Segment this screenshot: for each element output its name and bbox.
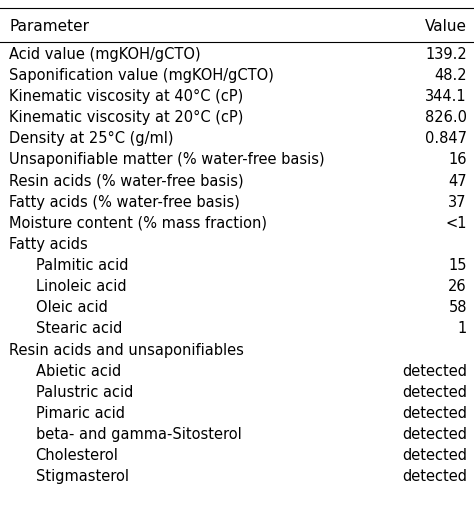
Text: Kinematic viscosity at 40°C (cP): Kinematic viscosity at 40°C (cP) <box>9 89 244 104</box>
Text: 826.0: 826.0 <box>425 110 467 125</box>
Text: 26: 26 <box>448 279 467 294</box>
Text: 0.847: 0.847 <box>425 131 467 146</box>
Text: Palustric acid: Palustric acid <box>36 385 133 400</box>
Text: <1: <1 <box>446 216 467 231</box>
Text: Density at 25°C (g/ml): Density at 25°C (g/ml) <box>9 131 174 147</box>
Text: Parameter: Parameter <box>9 19 90 34</box>
Text: 48.2: 48.2 <box>434 68 467 83</box>
Text: detected: detected <box>402 469 467 484</box>
Text: Linoleic acid: Linoleic acid <box>36 279 126 294</box>
Text: Abietic acid: Abietic acid <box>36 364 121 379</box>
Text: Moisture content (% mass fraction): Moisture content (% mass fraction) <box>9 216 267 231</box>
Text: Acid value (mgKOH/gCTO): Acid value (mgKOH/gCTO) <box>9 47 201 62</box>
Text: 37: 37 <box>448 195 467 210</box>
Text: 139.2: 139.2 <box>425 47 467 62</box>
Text: detected: detected <box>402 427 467 442</box>
Text: 1: 1 <box>457 322 467 336</box>
Text: Fatty acids: Fatty acids <box>9 237 88 252</box>
Text: Value: Value <box>425 19 467 34</box>
Text: Resin acids and unsaponifiables: Resin acids and unsaponifiables <box>9 343 245 357</box>
Text: 344.1: 344.1 <box>425 89 467 104</box>
Text: Oleic acid: Oleic acid <box>36 300 108 315</box>
Text: Stigmasterol: Stigmasterol <box>36 469 128 484</box>
Text: 47: 47 <box>448 174 467 188</box>
Text: Fatty acids (% water-free basis): Fatty acids (% water-free basis) <box>9 195 240 210</box>
Text: Unsaponifiable matter (% water-free basis): Unsaponifiable matter (% water-free basi… <box>9 153 325 167</box>
Text: 16: 16 <box>448 153 467 167</box>
Text: detected: detected <box>402 364 467 379</box>
Text: Kinematic viscosity at 20°C (cP): Kinematic viscosity at 20°C (cP) <box>9 110 244 125</box>
Text: Cholesterol: Cholesterol <box>36 448 118 463</box>
Text: Stearic acid: Stearic acid <box>36 322 122 336</box>
Text: Saponification value (mgKOH/gCTO): Saponification value (mgKOH/gCTO) <box>9 68 274 83</box>
Text: detected: detected <box>402 448 467 463</box>
Text: Palmitic acid: Palmitic acid <box>36 258 128 273</box>
Text: Pimaric acid: Pimaric acid <box>36 406 125 421</box>
Text: beta- and gamma-Sitosterol: beta- and gamma-Sitosterol <box>36 427 241 442</box>
Text: 58: 58 <box>448 300 467 315</box>
Text: 15: 15 <box>448 258 467 273</box>
Text: Resin acids (% water-free basis): Resin acids (% water-free basis) <box>9 174 244 188</box>
Text: detected: detected <box>402 406 467 421</box>
Text: detected: detected <box>402 385 467 400</box>
